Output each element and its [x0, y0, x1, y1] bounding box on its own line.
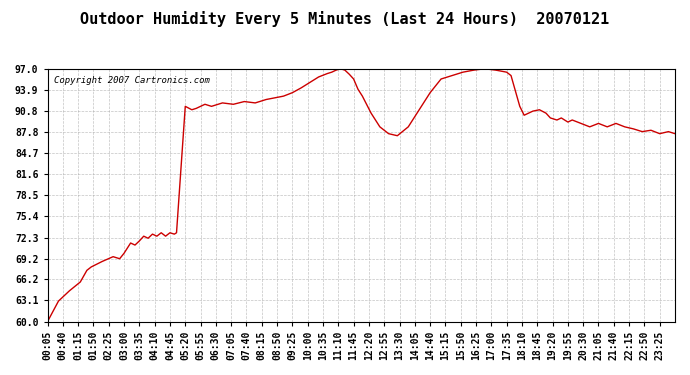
- Text: Copyright 2007 Cartronics.com: Copyright 2007 Cartronics.com: [54, 76, 210, 86]
- Text: Outdoor Humidity Every 5 Minutes (Last 24 Hours)  20070121: Outdoor Humidity Every 5 Minutes (Last 2…: [80, 11, 610, 27]
